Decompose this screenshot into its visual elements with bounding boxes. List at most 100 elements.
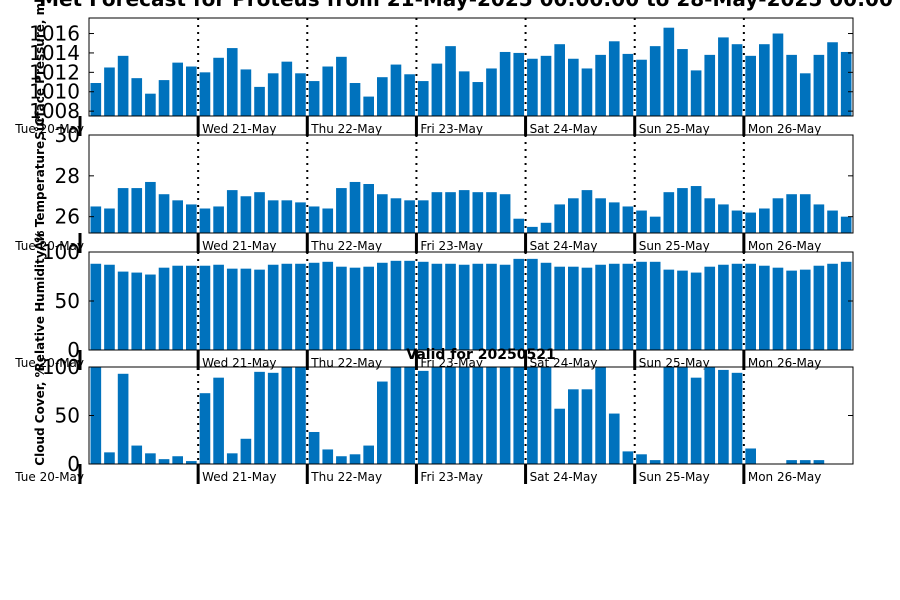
x-tick-label: Mon 26-May bbox=[748, 239, 822, 253]
humidity-bar bbox=[527, 258, 538, 350]
humidity-bar bbox=[568, 266, 579, 350]
y-tick-label: 26 bbox=[55, 205, 80, 229]
temperature-bar bbox=[431, 192, 443, 233]
cloud-cover-bar bbox=[213, 377, 224, 464]
pressure-bar bbox=[158, 80, 170, 116]
cloud-cover-bar bbox=[281, 367, 293, 464]
temperature-bar bbox=[145, 181, 156, 233]
cloud-cover-bar bbox=[595, 367, 606, 464]
humidity-bar bbox=[363, 266, 374, 350]
pressure-bar bbox=[608, 41, 620, 116]
temperature-bar bbox=[663, 192, 675, 233]
temperature-bar bbox=[267, 200, 279, 233]
temperature-bar bbox=[568, 198, 579, 233]
temperature-bar bbox=[458, 190, 470, 233]
x-tick-label: Thu 22-May bbox=[310, 356, 382, 370]
cloud-cover-bar bbox=[417, 370, 429, 464]
cloud-cover-bar bbox=[336, 456, 347, 464]
pressure-bar bbox=[799, 73, 811, 116]
pressure-bar bbox=[813, 54, 825, 116]
x-tick-label: Sun 25-May bbox=[639, 122, 710, 136]
humidity-bar bbox=[649, 261, 661, 350]
cloud-cover-bar bbox=[540, 367, 552, 464]
pressure-bar bbox=[527, 58, 538, 116]
humidity-bar bbox=[827, 263, 838, 350]
temperature-axis-label: Air Temperature, °C bbox=[33, 117, 47, 251]
temperature-bar bbox=[718, 204, 729, 233]
pressure-bar bbox=[226, 48, 238, 116]
cloud-cover-bar bbox=[458, 367, 470, 464]
humidity-bar bbox=[281, 263, 293, 350]
humidity-bar bbox=[186, 265, 197, 350]
humidity-bar bbox=[377, 262, 388, 350]
temperature-bar bbox=[731, 210, 743, 233]
pressure-bar bbox=[267, 73, 279, 116]
cloud-cover-bar bbox=[527, 367, 538, 464]
humidity-bar bbox=[226, 268, 238, 350]
humidity-bar bbox=[404, 260, 415, 350]
humidity-bar bbox=[131, 272, 143, 350]
cloud-cover-bar bbox=[486, 367, 497, 464]
temperature-bar bbox=[595, 198, 606, 233]
humidity-bar bbox=[267, 264, 279, 350]
pressure-bar bbox=[663, 27, 675, 117]
temperature-bar bbox=[636, 210, 647, 233]
cloud-cover-bar bbox=[581, 389, 593, 464]
pressure-bar bbox=[308, 81, 320, 116]
temperature-bar bbox=[527, 226, 538, 234]
x-tick-label: Sat 24-May bbox=[530, 122, 598, 136]
cloud-cover-bar bbox=[295, 367, 306, 464]
y-tick-label: 0 bbox=[67, 338, 80, 362]
x-tick-label: Sat 24-May bbox=[530, 470, 598, 484]
pressure-bar bbox=[322, 66, 334, 116]
pressure-bar bbox=[254, 86, 265, 116]
pressure-bar bbox=[390, 64, 402, 116]
pressure-bar bbox=[772, 33, 784, 116]
pressure-bar bbox=[117, 55, 129, 116]
y-tick-label: 1014 bbox=[29, 41, 80, 65]
pressure-bar bbox=[554, 44, 565, 117]
y-tick-label: 30 bbox=[55, 123, 80, 147]
cloud-cover-bar bbox=[349, 454, 361, 464]
temperature-bar bbox=[349, 181, 361, 233]
cloud-cover-bar bbox=[608, 413, 620, 464]
pressure-bar bbox=[718, 37, 729, 116]
pressure-bar bbox=[295, 73, 306, 116]
x-tick-label: Sat 24-May bbox=[530, 239, 598, 253]
pressure-bar bbox=[445, 46, 456, 116]
pressure-bar bbox=[540, 55, 552, 116]
pressure-bar bbox=[840, 51, 852, 116]
pressure-bar bbox=[131, 78, 143, 116]
pressure-bar bbox=[622, 53, 634, 116]
humidity-bar bbox=[295, 263, 306, 350]
humidity-bar bbox=[240, 268, 252, 350]
pressure-bar bbox=[759, 44, 770, 117]
pressure-bar bbox=[486, 68, 497, 116]
humidity-bar bbox=[513, 258, 525, 350]
pressure-bar bbox=[472, 82, 484, 116]
temperature-bar bbox=[840, 216, 852, 233]
humidity-bar bbox=[595, 264, 606, 350]
temperature-bar bbox=[131, 188, 143, 233]
humidity-bar bbox=[799, 269, 811, 350]
humidity-bar bbox=[677, 270, 688, 350]
pressure-axis-label: Surface Pressure, mb bbox=[33, 0, 47, 140]
temperature-bar bbox=[377, 194, 388, 233]
humidity-bar bbox=[554, 266, 565, 350]
temperature-bar bbox=[745, 212, 756, 233]
cloud-cover-bar bbox=[568, 389, 579, 464]
x-tick-label: Tue 20-May bbox=[14, 356, 84, 370]
pressure-bar bbox=[281, 61, 293, 116]
humidity-bar bbox=[840, 261, 852, 350]
y-tick-label: 100 bbox=[42, 355, 80, 379]
pressure-bar bbox=[786, 54, 797, 116]
humidity-bar bbox=[690, 272, 702, 350]
pressure-bar bbox=[336, 56, 347, 116]
cloud-cover-bar bbox=[377, 381, 388, 464]
pressure-bar bbox=[745, 55, 756, 116]
temperature-bar bbox=[827, 210, 838, 233]
humidity-bar bbox=[336, 266, 347, 350]
temperature-bar bbox=[445, 192, 456, 233]
